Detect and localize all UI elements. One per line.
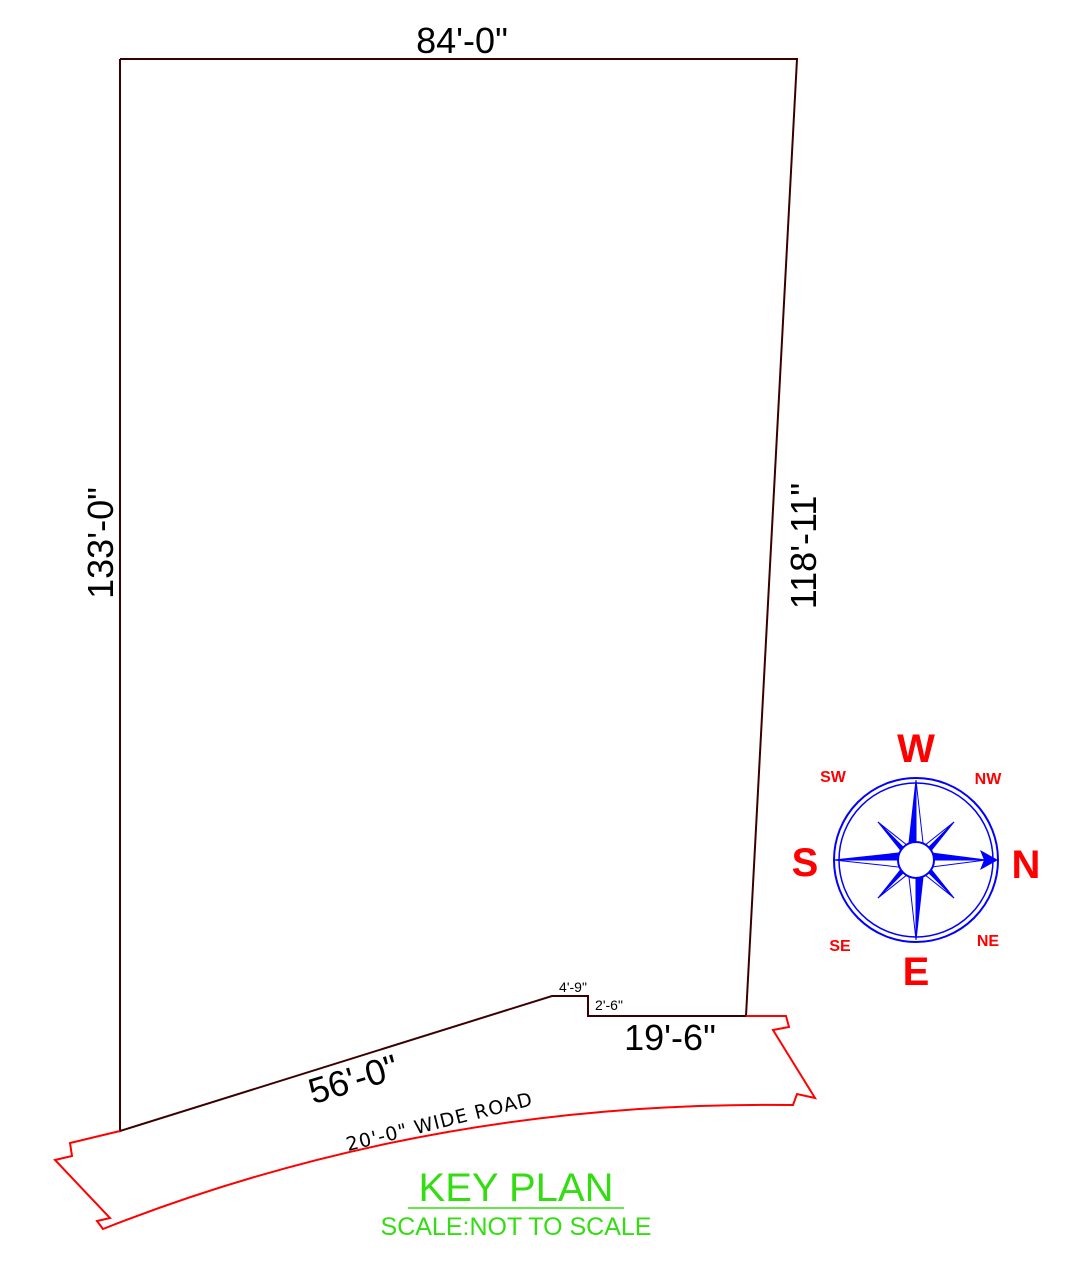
dim-right: 118'-11" <box>783 483 824 609</box>
plot-boundary <box>119 58 799 1133</box>
compass-label-right: N <box>1012 843 1041 887</box>
compass-label-left: S <box>792 841 819 885</box>
north-arrow-icon <box>980 850 998 870</box>
plan-title: KEY PLAN <box>419 1166 614 1210</box>
compass-label-bottom-left: SE <box>829 938 851 955</box>
compass-label-bottom-right: NE <box>977 933 1000 950</box>
plan-scale-note: SCALE:NOT TO SCALE <box>381 1213 652 1241</box>
compass-label-top: W <box>897 727 935 771</box>
compass-label-top-left: SW <box>820 769 847 786</box>
dim-front-diagonal: 56'-0" <box>303 1046 403 1112</box>
compass-label-top-right: NW <box>975 771 1003 788</box>
dim-front-right: 19'-6" <box>624 1017 716 1058</box>
dim-jog-horizontal: 4'-9" <box>559 979 587 995</box>
compass-hub <box>897 841 935 879</box>
dim-jog-vertical: 2'-6" <box>595 997 623 1013</box>
compass-rose: W E S N SW NW SE NE <box>792 727 1041 994</box>
compass-label-bottom: E <box>903 950 930 994</box>
dim-left: 133'-0" <box>80 487 121 599</box>
road-outline <box>53 1015 818 1231</box>
dim-top: 84'-0" <box>416 20 508 61</box>
